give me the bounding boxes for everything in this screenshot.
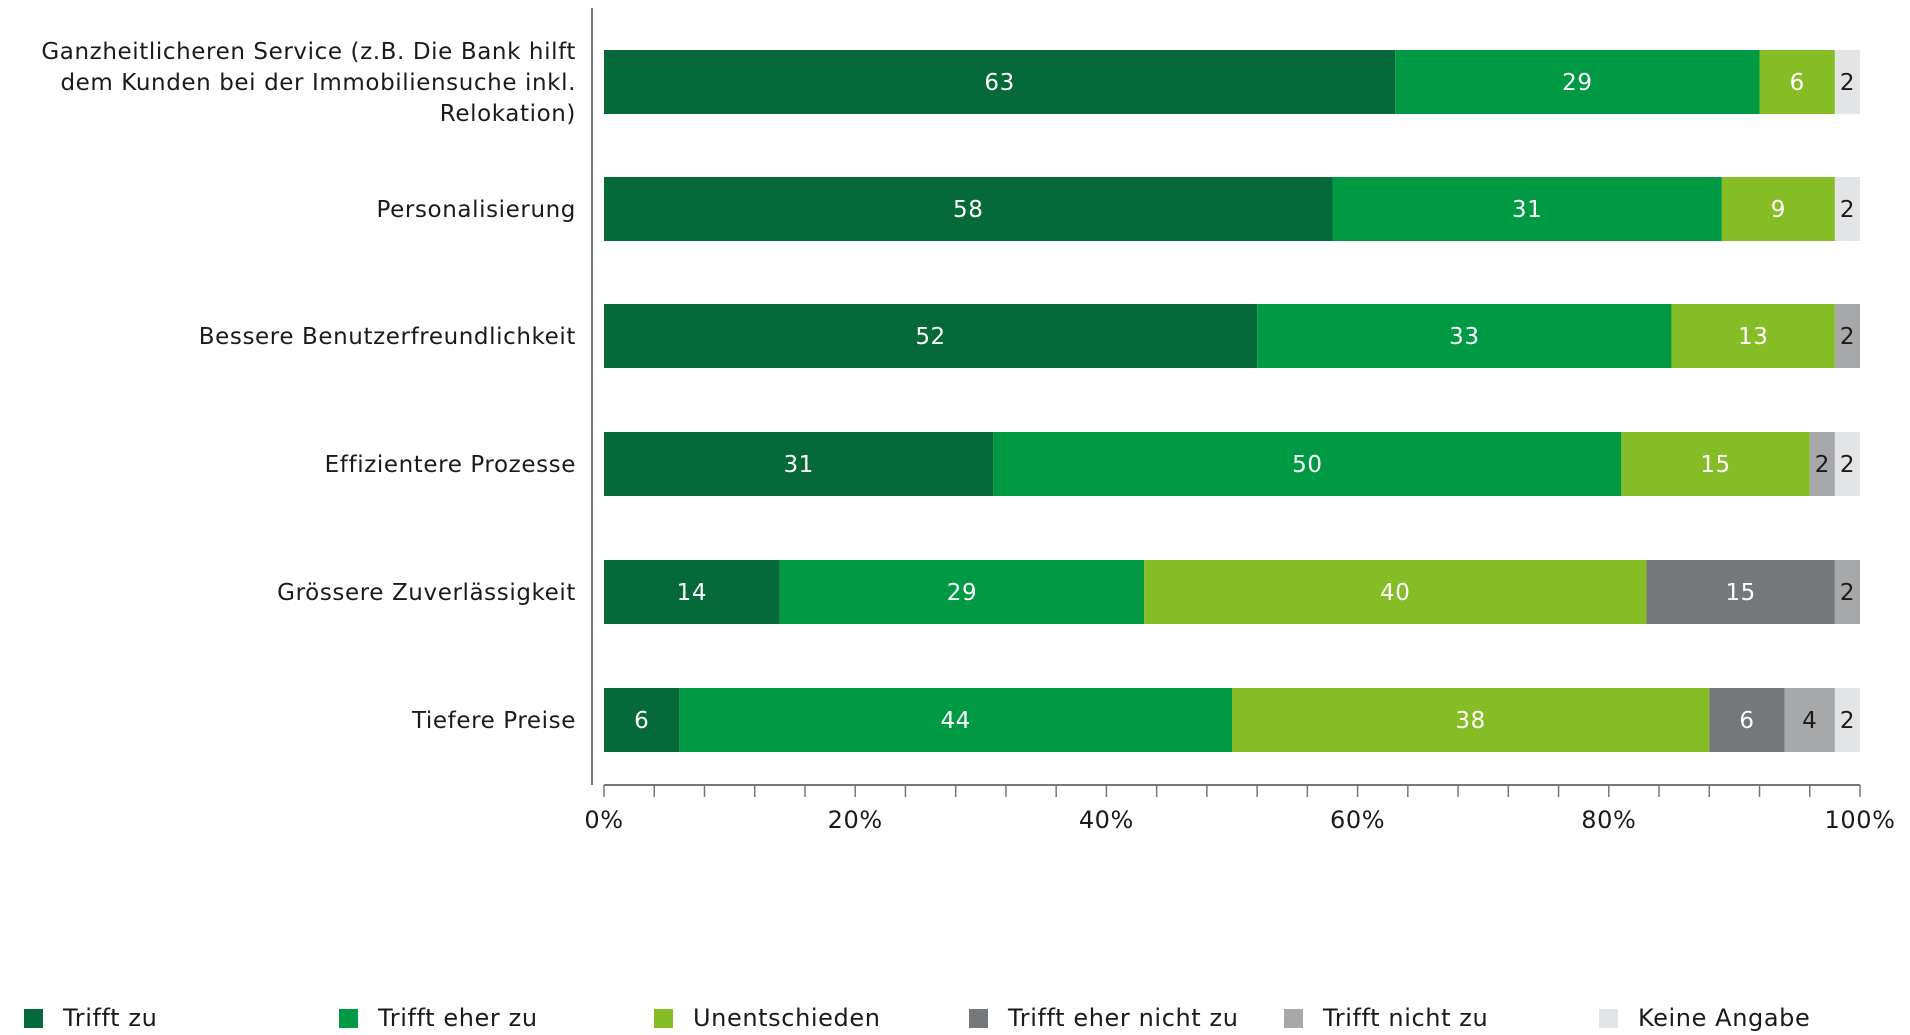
category-labels: Ganzheitlicheren Service (z.B. Die Bank … (41, 39, 577, 734)
x-tick-label: 40% (1079, 806, 1134, 834)
bar-segment (1834, 688, 1860, 752)
bar-value-label: 4 (1802, 708, 1817, 734)
bar-segment (993, 432, 1622, 496)
legend-swatch (1284, 1008, 1303, 1028)
bar-value-label: 13 (1738, 324, 1768, 350)
bar-segment (1671, 304, 1835, 368)
legend-label: Trifft eher nicht zu (1008, 1004, 1239, 1032)
bar-segment (604, 177, 1333, 241)
legend-item: Trifft zu (24, 1003, 157, 1033)
legend-item: Trifft eher nicht zu (969, 1003, 1239, 1033)
bar-value-label: 31 (1512, 197, 1542, 223)
x-tick-label: 20% (828, 806, 883, 834)
legend-swatch (654, 1008, 673, 1028)
x-tick-label: 0% (584, 806, 623, 834)
legend-swatch (24, 1008, 43, 1028)
x-axis-ticks: 0% 20% 40% 60% 80% 100% (584, 785, 1895, 834)
bar-segment (1646, 560, 1835, 624)
bar-segment (1834, 560, 1860, 624)
bar-value-label: 2 (1815, 452, 1830, 478)
bar-segment (1834, 177, 1860, 241)
bar-value-label: 2 (1840, 197, 1855, 223)
legend-swatch (1599, 1008, 1618, 1028)
bar-value-label: 63 (984, 70, 1014, 96)
legend-item: Keine Angabe (1599, 1003, 1810, 1033)
category-label: Relokation) (440, 101, 576, 127)
bar-value-label: 38 (1455, 708, 1485, 734)
bar-value-label: 40 (1380, 580, 1410, 606)
bar-value-label: 52 (915, 324, 945, 350)
legend-label: Trifft zu (63, 1004, 158, 1032)
legend-item: Trifft eher zu (339, 1003, 538, 1033)
x-tick-label: 80% (1581, 806, 1636, 834)
bar-value-label: 6 (1790, 70, 1805, 96)
bar-value-label: 14 (677, 580, 707, 606)
category-label: Bessere Benutzerfreundlichkeit (199, 324, 576, 350)
bar-segment (604, 50, 1396, 114)
bar-segment (604, 304, 1258, 368)
bar-segment (1809, 432, 1835, 496)
bar-segment (1834, 304, 1860, 368)
bar-segment (604, 432, 994, 496)
bar-segment (1621, 432, 1810, 496)
legend-label: Trifft eher zu (378, 1004, 538, 1032)
category-label: Effizientere Prozesse (325, 452, 576, 478)
bar-segment (604, 688, 680, 752)
bar-value-label: 29 (1562, 70, 1592, 96)
bar-segment (1395, 50, 1760, 114)
bar-segment (1784, 688, 1835, 752)
bar-segment (1834, 432, 1860, 496)
bar-value-label: 44 (940, 708, 970, 734)
legend-label: Trifft nicht zu (1323, 1004, 1489, 1032)
category-label: Ganzheitlicheren Service (z.B. Die Bank … (41, 39, 576, 65)
bar-value-label: 2 (1840, 324, 1855, 350)
legend: Trifft zu Trifft eher zu Unentschieden Trif… (24, 1003, 1904, 1035)
bar-value-label: 2 (1840, 708, 1855, 734)
bar-segment (1759, 50, 1835, 114)
legend-label: Keine Angabe (1638, 1004, 1811, 1032)
bar-segment (779, 560, 1145, 624)
legend-swatch (339, 1008, 358, 1028)
bar-value-label: 6 (1739, 708, 1754, 734)
bar-segment (604, 560, 780, 624)
bar-segment (1721, 177, 1835, 241)
bar-value-label: 33 (1449, 324, 1479, 350)
legend-item: Trifft nicht zu (1284, 1003, 1488, 1033)
bar-segment (679, 688, 1232, 752)
x-tick-label: 100% (1824, 806, 1895, 834)
bar-segment (1834, 50, 1860, 114)
bars-group: 63 29 6 258 31 9 252 33 13 231 50 15 2 214 29 40 15 26 44 3… (604, 50, 1860, 752)
bar-value-label: 29 (947, 580, 977, 606)
bar-value-label: 6 (634, 708, 649, 734)
category-label: Grössere Zuverlässigkeit (277, 580, 576, 606)
stacked-bar-chart: 63 29 6 258 31 9 252 33 13 231 50 15 2 214 29 40 15 26 44 3… (41, 8, 1895, 834)
category-label: Tiefere Preise (411, 708, 576, 734)
x-tick-label: 60% (1330, 806, 1385, 834)
legend-swatch (969, 1008, 988, 1028)
bar-value-label: 9 (1771, 197, 1786, 223)
bar-segment (1144, 560, 1647, 624)
category-label: dem Kunden bei der Immobiliensuche inkl. (60, 70, 576, 96)
bar-value-label: 2 (1840, 580, 1855, 606)
bar-segment (1709, 688, 1785, 752)
legend-item: Unentschieden (654, 1003, 881, 1033)
bar-segment (1257, 304, 1672, 368)
legend-label: Unentschieden (693, 1004, 881, 1032)
bar-segment (1232, 688, 1710, 752)
bar-value-label: 15 (1700, 452, 1730, 478)
bar-value-label: 50 (1292, 452, 1322, 478)
bar-value-label: 2 (1840, 452, 1855, 478)
category-label: Personalisierung (377, 197, 577, 223)
bar-value-label: 15 (1725, 580, 1755, 606)
bar-value-label: 2 (1840, 70, 1855, 96)
bar-value-label: 58 (953, 197, 983, 223)
bar-value-label: 31 (783, 452, 813, 478)
bar-segment (1332, 177, 1722, 241)
